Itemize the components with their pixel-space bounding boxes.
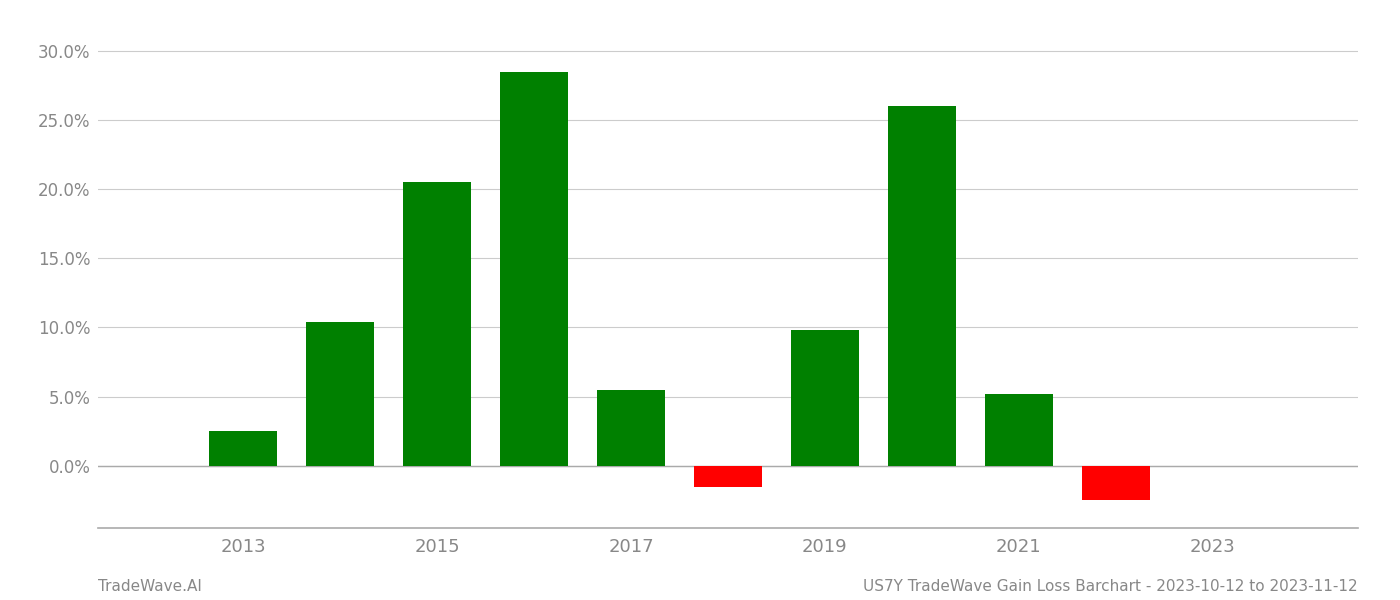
Bar bbox=[307, 322, 374, 466]
Text: US7Y TradeWave Gain Loss Barchart - 2023-10-12 to 2023-11-12: US7Y TradeWave Gain Loss Barchart - 2023… bbox=[864, 579, 1358, 594]
Bar bbox=[210, 431, 277, 466]
Text: TradeWave.AI: TradeWave.AI bbox=[98, 579, 202, 594]
Bar bbox=[598, 389, 665, 466]
Bar bbox=[888, 106, 956, 466]
Bar bbox=[984, 394, 1053, 466]
Bar bbox=[791, 330, 858, 466]
Bar bbox=[403, 182, 472, 466]
Bar bbox=[1082, 466, 1149, 500]
Bar bbox=[694, 466, 762, 487]
Bar bbox=[500, 71, 568, 466]
